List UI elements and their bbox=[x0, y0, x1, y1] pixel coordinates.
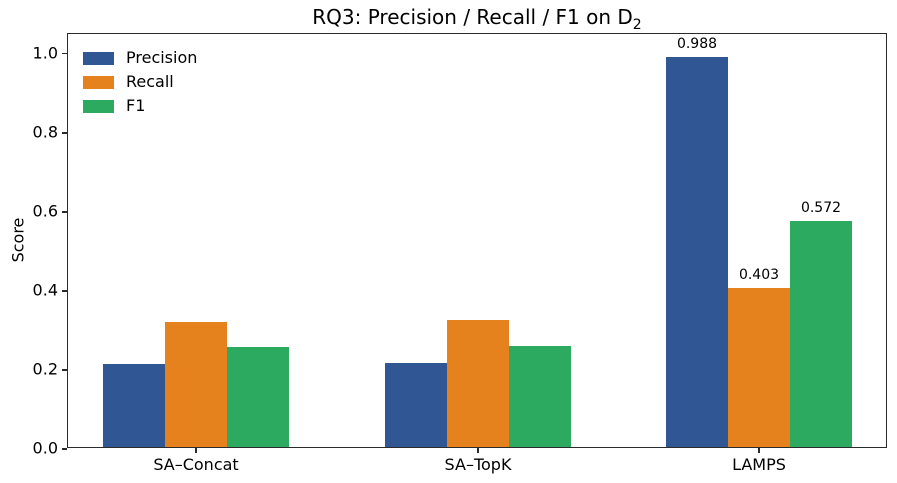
bar bbox=[790, 220, 852, 447]
y-axis-label: Score bbox=[8, 217, 28, 263]
x-tick-mark bbox=[477, 448, 479, 453]
y-tick-label: 1.0 bbox=[32, 43, 58, 63]
legend-item: F1 bbox=[83, 94, 197, 118]
plot-area: Precision Recall F1 0.0 0.2 0.4 0.6 0.8 1.0 SA–C… bbox=[33, 33, 887, 473]
legend-swatch bbox=[83, 75, 114, 89]
bar bbox=[447, 319, 509, 447]
bar bbox=[227, 347, 289, 447]
bar-value-label: 0.572 bbox=[800, 199, 842, 216]
bar bbox=[666, 56, 728, 447]
y-tick-mark bbox=[62, 448, 67, 450]
bar bbox=[165, 321, 227, 447]
legend-label: F1 bbox=[126, 96, 146, 115]
x-tick-label: SA–Concat bbox=[153, 455, 239, 474]
bar-value-label: 0.403 bbox=[738, 266, 780, 283]
y-tick-mark bbox=[62, 369, 67, 371]
y-tick-label: 0.2 bbox=[32, 359, 58, 379]
x-tick-label: SA–TopK bbox=[444, 455, 512, 474]
y-tick-label: 0.6 bbox=[32, 201, 58, 221]
y-tick-label: 0.0 bbox=[32, 438, 58, 458]
y-tick-label: 0.4 bbox=[32, 280, 58, 300]
legend-item: Precision bbox=[83, 46, 197, 70]
bar bbox=[509, 345, 571, 447]
y-tick-mark bbox=[62, 290, 67, 292]
legend-item: Recall bbox=[83, 70, 197, 94]
legend-label: Precision bbox=[126, 48, 198, 67]
y-tick-mark bbox=[62, 211, 67, 213]
x-tick-mark bbox=[195, 448, 197, 453]
bar bbox=[385, 362, 447, 447]
legend-label: Recall bbox=[126, 72, 174, 91]
x-tick-label: LAMPS bbox=[732, 455, 786, 474]
bar-value-label: 0.988 bbox=[676, 35, 718, 52]
x-tick-mark bbox=[758, 448, 760, 453]
y-tick-mark bbox=[62, 132, 67, 134]
chart-title-subscript: 2 bbox=[632, 17, 642, 33]
bar bbox=[728, 287, 790, 447]
chart-title-main: RQ3: Precision / Recall / F1 on D bbox=[312, 5, 633, 29]
legend-swatch bbox=[83, 51, 114, 65]
legend-swatch bbox=[83, 99, 114, 113]
chart-title: RQ3: Precision / Recall / F1 on D2 bbox=[67, 5, 887, 33]
y-tick-mark bbox=[62, 53, 67, 55]
legend: Precision Recall F1 bbox=[83, 46, 197, 118]
y-tick-label: 0.8 bbox=[32, 122, 58, 142]
bar bbox=[103, 364, 165, 447]
